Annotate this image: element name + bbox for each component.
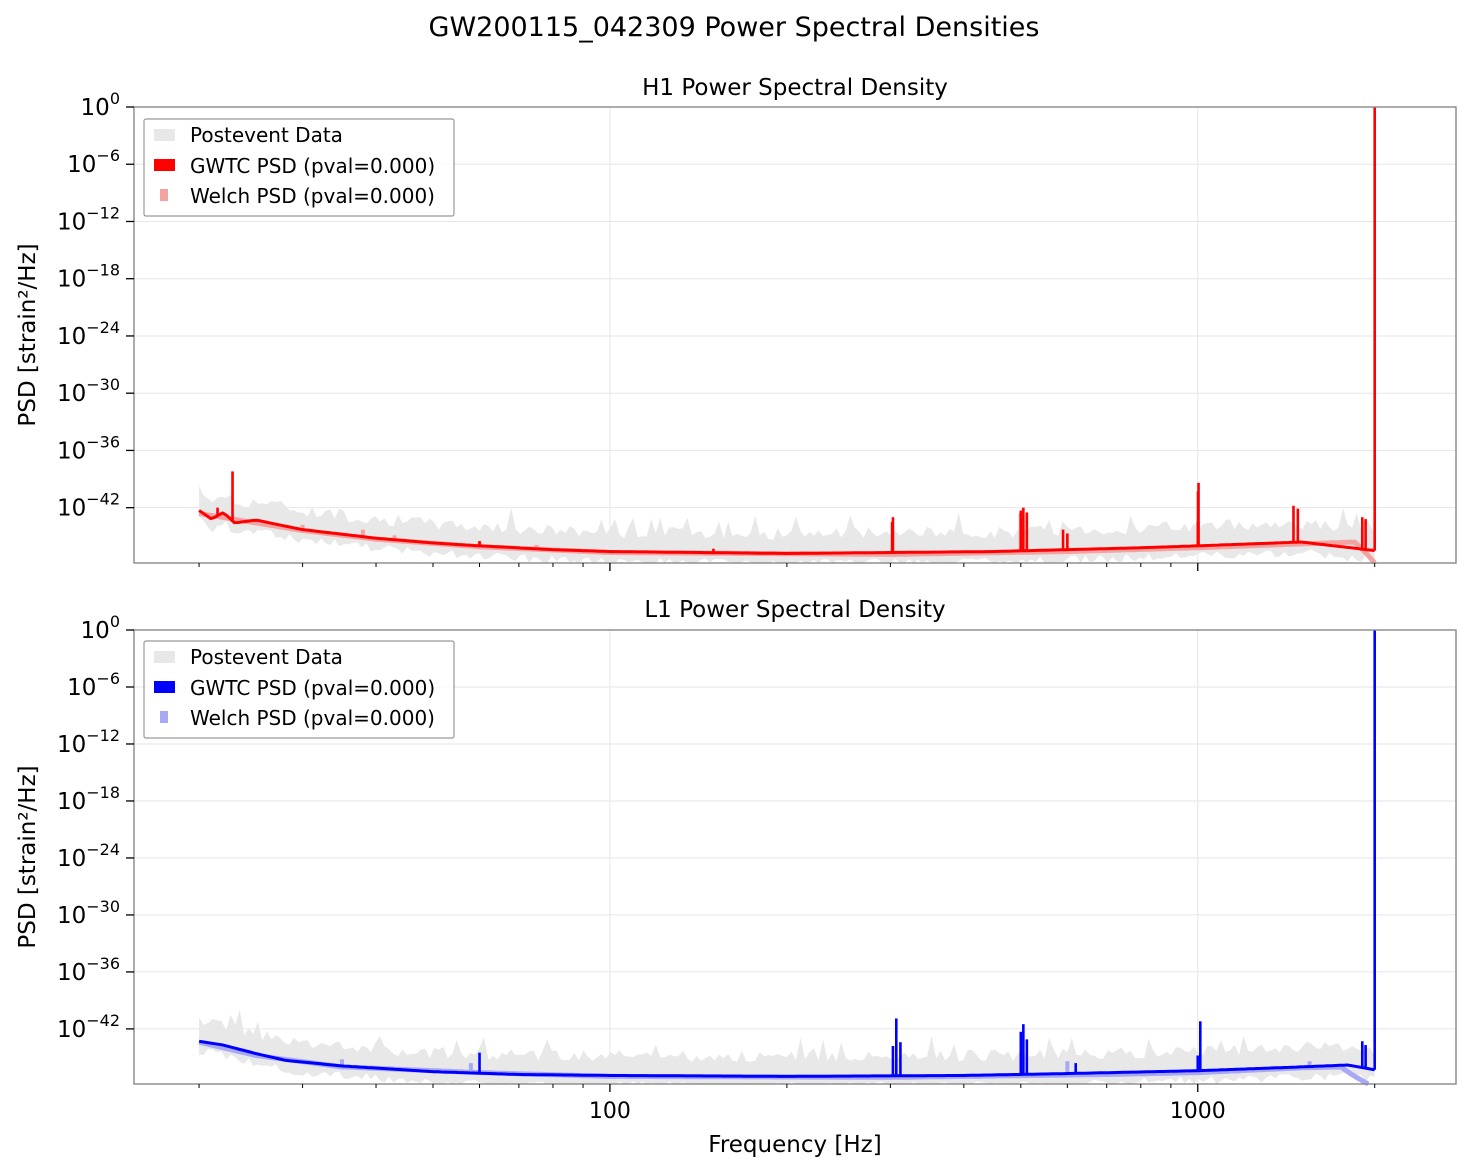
h1-legend-swatch-gwtc [154, 159, 175, 171]
x-tick-label-100: 100 [589, 1099, 631, 1124]
l1-legend-box [143, 640, 455, 739]
l1-panel-title: L1 Power Spectral Density [644, 597, 945, 623]
l1-gwtc-line [198, 1039, 1375, 1078]
figure-title: GW200115_042309 Power Spectral Densities [429, 12, 1040, 43]
h1-ytick-label-0: 100 [81, 89, 120, 121]
l1-postevent-band [199, 1010, 1375, 1084]
x-tick-label-1000: 1000 [1170, 1099, 1226, 1124]
l1-legend-swatch-gwtc [154, 681, 175, 693]
h1-ytick-label--30: 10−30 [57, 375, 120, 407]
l1-y-axis-label: PSD [strain²/Hz] [15, 765, 41, 948]
x-axis-label: Frequency [Hz] [708, 1132, 881, 1158]
h1-ytick-label--42: 10−42 [57, 490, 120, 522]
h1-ytick-label--6: 10−6 [67, 146, 120, 178]
l1-plot-frame [133, 629, 1457, 1085]
h1-x-ticks [198, 563, 1376, 571]
h1-psd-panel: H1 Power Spectral Density 10010−610−1210… [15, 75, 1457, 571]
h1-panel-title: H1 Power Spectral Density [642, 75, 948, 101]
h1-ytick-label--24: 10−24 [57, 318, 120, 350]
h1-gwtc-psd [198, 107, 1377, 555]
h1-postevent-area [199, 486, 1375, 563]
l1-ytick-label--18: 10−18 [57, 783, 120, 815]
h1-ytick-label--36: 10−36 [57, 432, 120, 464]
h1-y-ticks: 100 10−6 10−12 10−18 10−24 10−30 10−36 10−42 [57, 89, 134, 522]
l1-y-ticks: 100 10−6 10−12 10−18 10−24 10−30 10−36 10−42 [57, 612, 134, 1043]
l1-legend-label-gwtc: GWTC PSD (pval=0.000) [190, 676, 435, 700]
h1-legend: Postevent Data GWTC PSD (pval=0.000) Wel… [143, 118, 455, 217]
l1-ytick-label--30: 10−30 [57, 897, 120, 929]
l1-ytick-label--6: 10−6 [67, 669, 120, 701]
l1-postevent-area [199, 1010, 1375, 1084]
l1-ytick-label--24: 10−24 [57, 840, 120, 872]
l1-legend-swatch-welch [160, 711, 168, 723]
l1-legend-label-postevent: Postevent Data [190, 645, 343, 669]
l1-legend-swatch-postevent [154, 651, 175, 663]
h1-legend-label-gwtc: GWTC PSD (pval=0.000) [190, 154, 435, 178]
h1-postevent-band [199, 486, 1375, 563]
h1-ytick-label--18: 10−18 [57, 261, 120, 293]
h1-legend-box [143, 118, 455, 217]
l1-legend-label-welch: Welch PSD (pval=0.000) [190, 706, 435, 730]
h1-legend-swatch-postevent [154, 129, 175, 141]
l1-legend: Postevent Data GWTC PSD (pval=0.000) Wel… [143, 640, 455, 739]
l1-ytick-label--12: 10−12 [57, 726, 120, 758]
l1-ytick-label--36: 10−36 [57, 954, 120, 986]
l1-ytick-label--42: 10−42 [57, 1011, 120, 1043]
h1-plot-frame [133, 106, 1457, 564]
l1-gwtc-psd [198, 630, 1377, 1078]
l1-psd-panel: L1 Power Spectral Density 100 1000 100 10−… [15, 597, 1457, 1158]
h1-y-axis-label: PSD [strain²/Hz] [15, 243, 41, 426]
h1-legend-label-postevent: Postevent Data [190, 123, 343, 147]
h1-legend-swatch-welch [160, 189, 168, 201]
h1-gwtc-line [198, 509, 1375, 555]
l1-ytick-label-0: 100 [81, 612, 120, 644]
l1-x-ticks: 100 1000 [198, 1084, 1376, 1124]
h1-ytick-label--12: 10−12 [57, 203, 120, 235]
h1-legend-label-welch: Welch PSD (pval=0.000) [190, 184, 435, 208]
